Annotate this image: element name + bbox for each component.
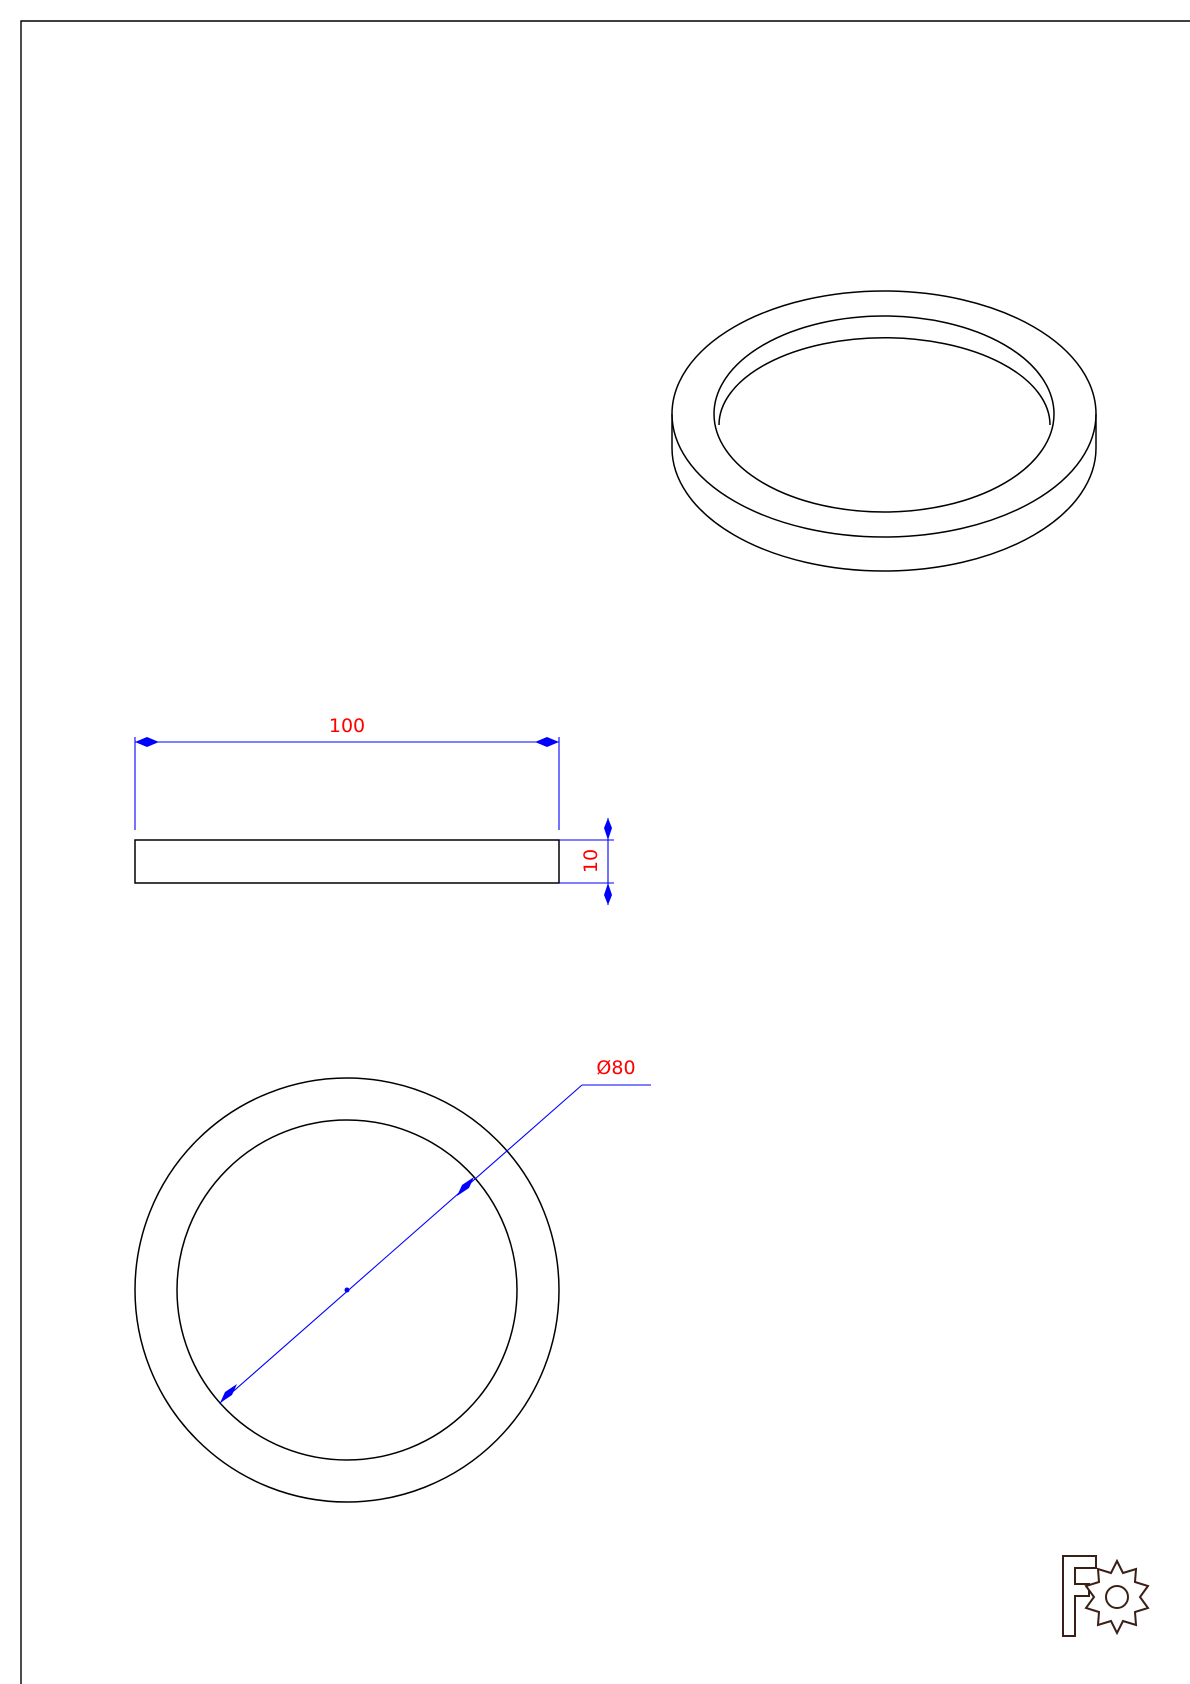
width-dim-arrow-left [135, 737, 159, 747]
width-dimension [134, 737, 560, 830]
width-dim-arrow-right [535, 737, 559, 747]
isometric-view [671, 290, 1097, 572]
iso-outer-bottom-arc [671, 447, 1097, 572]
height-dim-arrow-top [604, 818, 612, 840]
width-dimension-label: 100 [329, 715, 365, 737]
iso-outer-top-ellipse [671, 290, 1097, 538]
front-view-body [134, 839, 560, 884]
top-view-outer-circle [134, 1077, 560, 1503]
iso-inner-bottom-arc [718, 337, 1051, 426]
diameter-dim-arrow-upper [457, 1177, 474, 1196]
top-view-inner-circle [176, 1119, 518, 1461]
diameter-dimension-label: Ø80 [596, 1057, 635, 1079]
center-point [344, 1287, 350, 1293]
top-view: Ø80 [134, 1057, 651, 1503]
front-view: 100 10 [134, 715, 614, 905]
iso-inner-top-ellipse [713, 315, 1055, 513]
height-dimension [559, 818, 614, 905]
height-dimension-label: 10 [580, 849, 602, 873]
freecad-gear-logo-icon [1062, 1555, 1150, 1637]
sheet-frame [20, 20, 1190, 1684]
diameter-dim-arrow-lower [220, 1384, 237, 1403]
height-dim-arrow-bottom [604, 883, 612, 905]
diameter-dimension [219, 1084, 651, 1404]
